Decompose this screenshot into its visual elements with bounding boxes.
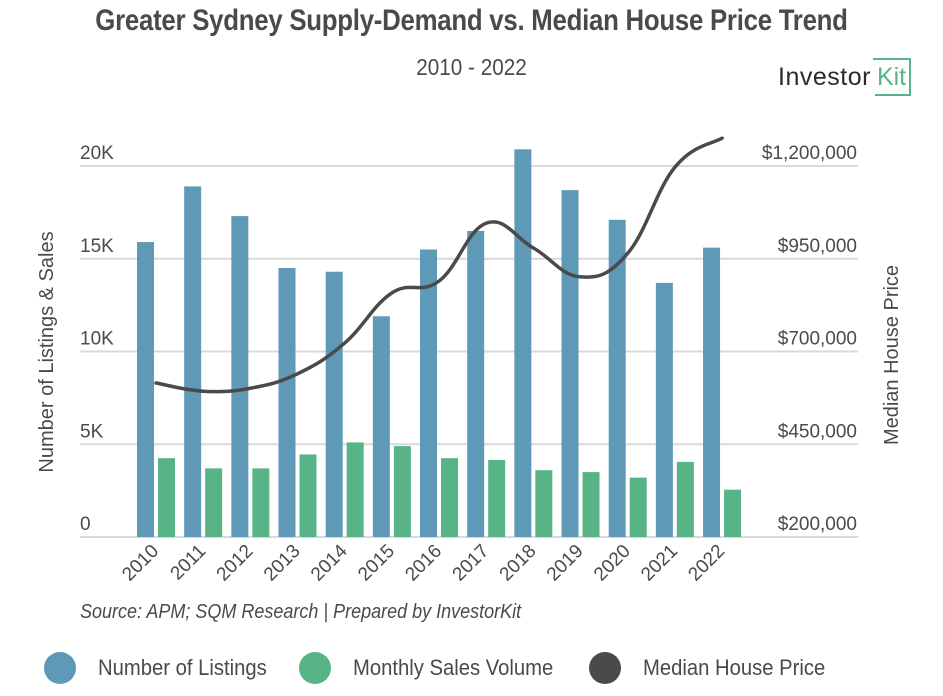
legend-item-sales[interactable]: Monthly Sales Volume (299, 652, 571, 684)
x-tick-label: 2019 (543, 541, 588, 586)
bar-sales (158, 458, 175, 537)
bar-sales (629, 477, 647, 537)
legend-label: Monthly Sales Volume (353, 655, 554, 680)
y-tick-label-right: $950,000 (778, 236, 857, 257)
bar-sales (252, 468, 270, 537)
x-tick-label: 2013 (260, 541, 305, 586)
bar-sales (346, 442, 364, 537)
x-tick-label: 2016 (401, 541, 446, 586)
bar-listings (137, 242, 154, 537)
bar-listings (325, 271, 343, 537)
x-axis-ticks: 2010 2011 2012 2013 2014 2015 2016 2017 2018 2019… (118, 540, 729, 585)
bar-listings (655, 282, 673, 537)
x-tick-label: 2018 (496, 541, 541, 586)
y-tick-label-left: 5K (80, 421, 104, 442)
x-tick-label: 2020 (590, 541, 635, 586)
chart-title: Greater Sydney Supply-Demand vs. Median … (95, 4, 848, 37)
legend-dot-sales (299, 652, 332, 684)
bar-listings (608, 219, 626, 538)
x-tick-label: 2011 (167, 541, 211, 585)
bar-listings (703, 247, 721, 537)
x-tick-label: 2015 (354, 541, 399, 586)
y-tick-label-right: $200,000 (778, 514, 857, 535)
bar-sales (535, 470, 553, 537)
bar-listings (514, 149, 532, 537)
legend: Number of Listings Monthly Sales Volume … (44, 648, 859, 688)
y-tick-label-right: $1,200,000 (762, 143, 857, 164)
legend-dot-price (589, 652, 622, 684)
y-axis-right-label: Median House Price (881, 265, 903, 445)
bar-listings (278, 268, 296, 537)
combo-chart: 0 5K 10K 15K 20K $200,000 $450,000 $700,000 $95… (36, 136, 903, 585)
bar-listings (184, 186, 202, 537)
bar-listings (420, 249, 438, 537)
y-tick-label-right: $450,000 (778, 421, 857, 442)
x-tick-label: 2021 (637, 541, 682, 586)
y-tick-label-left: 10K (80, 329, 114, 350)
bar-sales (582, 472, 600, 537)
y-axis-left-ticks: 0 5K 10K 15K 20K (80, 143, 114, 535)
logo-text-main: Investor (778, 62, 871, 91)
y-axis-left-label: Number of Listings & Sales (36, 231, 58, 472)
source-note: Source: APM; SQM Research | Prepared by … (80, 601, 522, 623)
chart-subtitle: 2010 - 2022 (416, 54, 527, 80)
bar-listings (561, 190, 579, 538)
bar-sales (393, 446, 411, 537)
bar-listings (231, 216, 249, 537)
x-tick-label: 2022 (684, 541, 729, 586)
bar-sales (724, 489, 742, 537)
y-tick-label-right: $700,000 (778, 329, 857, 350)
x-tick-label: 2017 (449, 541, 494, 586)
price-line (154, 136, 724, 394)
legend-label: Median House Price (643, 655, 826, 680)
median-price-line (154, 136, 724, 394)
x-tick-label: 2014 (307, 540, 352, 585)
y-tick-label-left: 15K (80, 236, 114, 257)
bar-sales (488, 460, 506, 537)
y-tick-label-left: 20K (80, 143, 114, 164)
bar-listings (467, 230, 485, 538)
bar-listings (372, 316, 390, 537)
investorkit-logo: Investor Kit (778, 58, 912, 96)
legend-item-listings[interactable]: Number of Listings (44, 652, 281, 684)
bar-sales (205, 468, 223, 537)
legend-dot-listings (44, 652, 76, 684)
y-tick-label-left: 0 (80, 514, 91, 535)
x-tick-label: 2010 (118, 541, 163, 586)
bar-sales (299, 454, 317, 537)
bar-sales (676, 461, 694, 537)
legend-item-price[interactable]: Median House Price (589, 652, 841, 684)
x-tick-label: 2012 (213, 541, 258, 586)
bars (137, 149, 742, 538)
logo-text-accent: Kit (872, 58, 912, 96)
bar-sales (441, 458, 459, 537)
y-axis-right-ticks: $200,000 $450,000 $700,000 $950,000 $1,200,0… (762, 143, 857, 535)
legend-label: Number of Listings (98, 655, 267, 680)
